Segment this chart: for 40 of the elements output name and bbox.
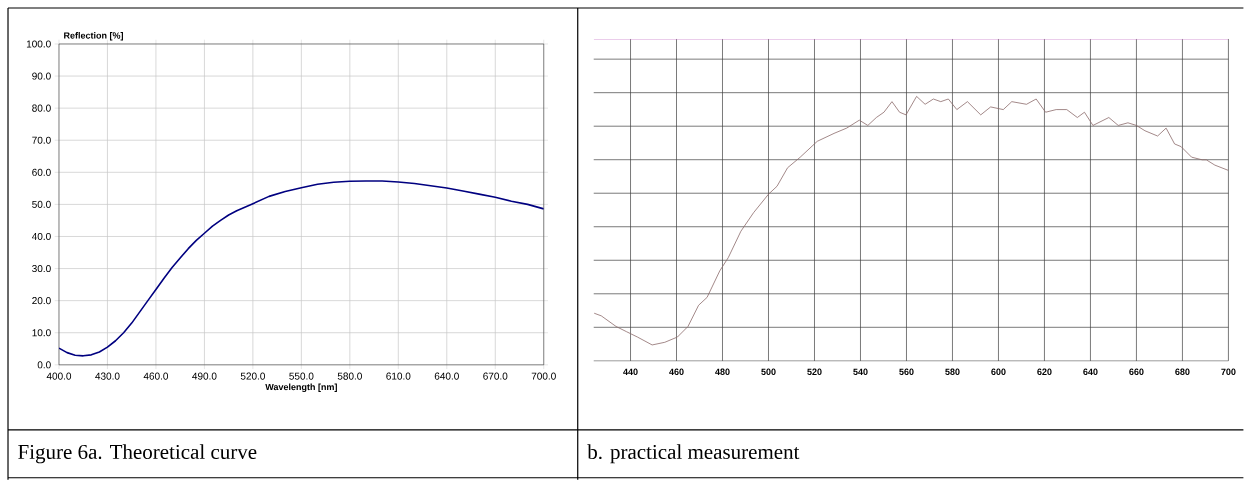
x-tick-label: 660 xyxy=(1129,368,1144,375)
x-tick-label: 640.0 xyxy=(434,372,459,380)
y-tick-label: 0.0 xyxy=(37,361,51,369)
y-tick-label: 10.0 xyxy=(32,329,51,337)
x-tick-label: 500 xyxy=(761,368,776,375)
x-tick-label: 620 xyxy=(1037,368,1052,375)
y-axis-title: Reflection [%] xyxy=(64,31,123,41)
text: Figure 6a. Theoretical curve xyxy=(18,444,257,464)
y-tick-label: 20.0 xyxy=(32,296,51,305)
x-tick-label: 460.0 xyxy=(143,372,169,380)
x-tick-label: 640 xyxy=(1083,368,1098,375)
y-tick-label: 50.0 xyxy=(32,200,51,208)
y-tick-label: 100.0 xyxy=(26,40,51,48)
x-tick-label: 610.0 xyxy=(386,372,411,380)
x-tick-label: 580.0 xyxy=(337,372,362,380)
x-tick-label: 490.0 xyxy=(192,372,217,380)
x-tick-label: 540 xyxy=(853,368,868,375)
x-tick-label: 700.0 xyxy=(531,372,556,380)
y-tick-label: 70.0 xyxy=(32,136,51,144)
x-tick-label: 700 xyxy=(1221,368,1236,375)
text: b. practical measurement xyxy=(587,444,800,464)
y-tick-label: 80.0 xyxy=(32,104,51,112)
x-tick-label: 440 xyxy=(623,368,638,375)
x-tick-label: 460 xyxy=(669,368,684,375)
x-axis-title: Wavelength [nm] xyxy=(265,383,337,392)
x-tick-label: 670.0 xyxy=(483,372,508,380)
y-tick-label: 30.0 xyxy=(32,264,51,272)
x-tick-label: 520 xyxy=(807,368,822,375)
y-tick-label: 60.0 xyxy=(32,168,51,176)
x-tick-label: 430.0 xyxy=(95,372,120,380)
x-tick-label: 680 xyxy=(1175,368,1190,375)
x-tick-label: 560 xyxy=(899,368,914,375)
y-tick-label: 90.0 xyxy=(32,72,51,80)
x-tick-label: 480 xyxy=(715,368,730,375)
x-tick-label: 520.0 xyxy=(240,372,265,380)
x-tick-label: 550.0 xyxy=(289,372,314,380)
x-tick-label: 400.0 xyxy=(46,372,72,380)
x-tick-label: 600 xyxy=(991,368,1006,375)
y-tick-label: 40.0 xyxy=(31,232,51,240)
x-tick-label: 580 xyxy=(945,368,960,375)
